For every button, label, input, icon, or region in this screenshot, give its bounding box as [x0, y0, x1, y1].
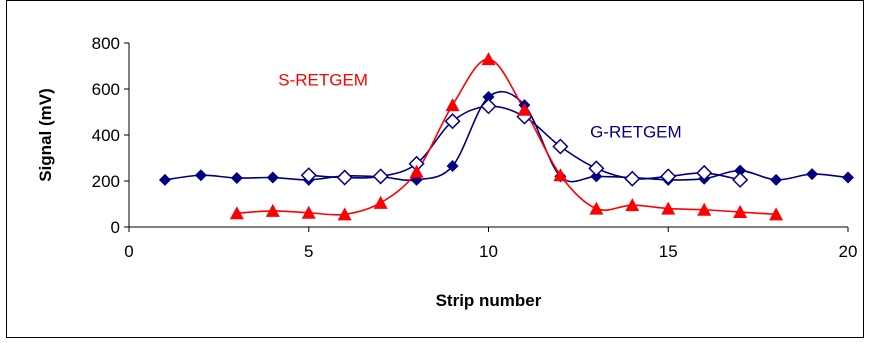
annotations: S-RETGEM G-RETGEM: [278, 71, 681, 142]
filled-diamond-point: [194, 169, 207, 182]
open-diamond-point: [480, 98, 497, 115]
open-diamond-point: [444, 113, 461, 130]
x-tick-label: 15: [659, 242, 678, 261]
filled-diamond-point: [446, 160, 459, 173]
open-diamond-point: [336, 169, 353, 186]
filled-diamond-point: [482, 91, 495, 104]
triangle-point: [481, 52, 496, 66]
series-filled-diamond-line: [164, 90, 849, 183]
axes: [128, 43, 848, 228]
triangle-point: [337, 207, 352, 221]
triangle-point: [697, 202, 712, 216]
filled-diamond-point: [158, 173, 171, 186]
triangle-point: [733, 205, 748, 219]
triangle-point: [409, 164, 424, 178]
filled-diamond-point: [734, 164, 747, 177]
filled-diamond-point: [266, 171, 279, 184]
open-diamond-point: [588, 160, 605, 177]
open-diamond-point: [624, 170, 641, 187]
data-markers: [158, 52, 854, 221]
triangle-point: [373, 195, 388, 209]
series-triangle-line: [236, 58, 777, 216]
filled-diamond-point: [770, 173, 783, 186]
filled-diamond-point: [806, 168, 819, 181]
open-diamond-point: [372, 168, 389, 185]
open-diamond-point: [732, 171, 749, 188]
open-diamond-point: [300, 167, 317, 184]
triangle-point: [301, 205, 316, 219]
y-tick-label: 800: [92, 34, 120, 53]
fitted-curves: [164, 58, 849, 216]
x-tick-label: 5: [304, 242, 313, 261]
triangle-point: [625, 198, 640, 212]
y-tick-label: 400: [92, 126, 120, 145]
x-tick-label: 0: [124, 242, 133, 261]
triangle-point: [517, 102, 532, 116]
x-tick-label: 20: [839, 242, 858, 261]
filled-diamond-point: [842, 171, 854, 184]
triangle-point: [661, 201, 676, 215]
open-diamond-point: [696, 164, 713, 182]
x-tick-label: 10: [479, 242, 498, 261]
triangle-point: [265, 203, 280, 217]
triangle-point: [553, 168, 568, 182]
y-tick-label: 600: [92, 80, 120, 99]
y-tick-label: 200: [92, 172, 120, 191]
open-diamond-point: [552, 138, 569, 155]
open-diamond-point: [660, 168, 677, 185]
triangle-point: [445, 98, 460, 112]
y-axis-title: Signal (mV): [36, 88, 55, 182]
y-tick-label: 0: [111, 218, 120, 237]
triangle-point: [229, 206, 244, 220]
filled-diamond-point: [230, 172, 243, 185]
series-annotation-label: G-RETGEM: [590, 122, 682, 141]
triangle-point: [769, 207, 784, 221]
chart-frame: [6, 0, 864, 338]
triangle-point: [589, 201, 604, 215]
series-annotation-label: S-RETGEM: [278, 71, 368, 90]
x-axis-title: Strip number: [436, 291, 542, 310]
